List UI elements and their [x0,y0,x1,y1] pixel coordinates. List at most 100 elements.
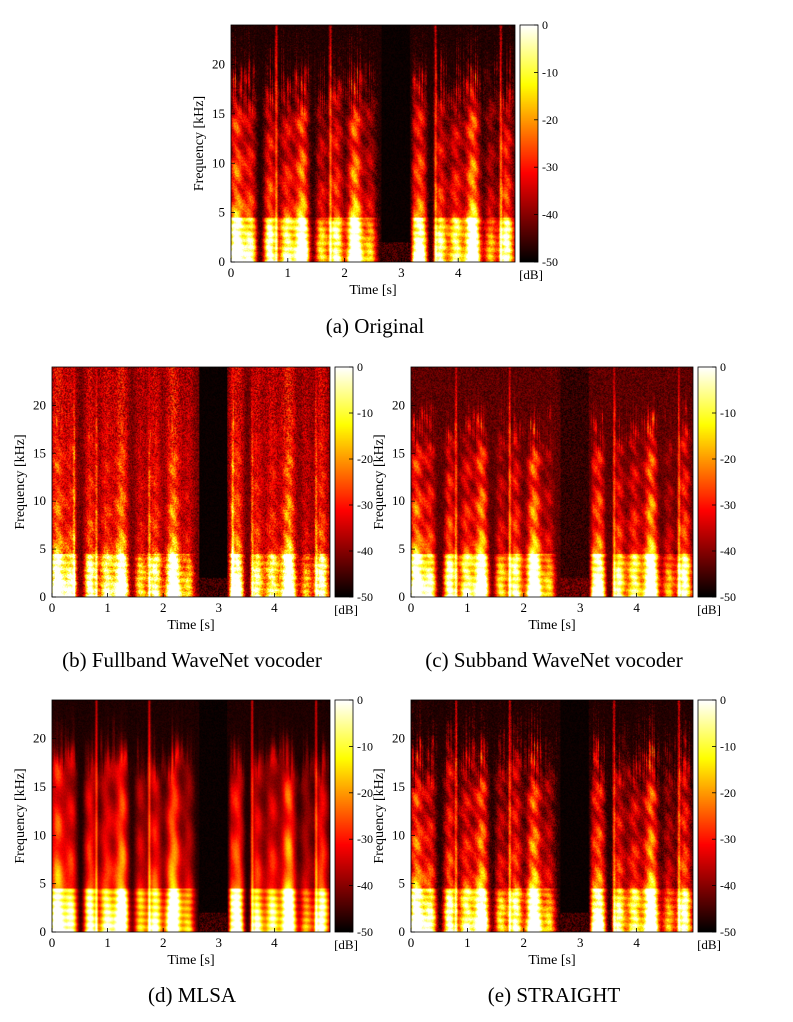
colorbar-frame [697,699,717,933]
x-tick-label: 0 [228,265,235,280]
x-tick-label: 1 [464,600,471,615]
colorbar-tick-label: -50 [357,590,373,604]
x-tick-label: 1 [104,600,111,615]
colorbar [335,700,353,932]
y-tick-label: 0 [399,924,406,939]
y-tick-label: 15 [212,106,225,121]
x-tick-label: 1 [464,935,471,950]
colorbar-tick-label: -10 [357,739,373,753]
colorbar-tick-label: -10 [357,406,373,420]
x-tick-label: 2 [521,935,528,950]
panel-caption: (a) Original [326,314,425,338]
y-axis-label: Frequency [kHz] [372,434,387,529]
y-tick-label: 20 [33,731,46,746]
x-tick-label: 2 [160,600,167,615]
colorbar-tick-label: 0 [357,360,363,374]
colorbar-tick-label: 0 [720,360,726,374]
spectrogram-panel-2: 0 1 2 3 4 0 5 10 15 20 Time [s] Frequency [kHz] 0 -10… [13,360,373,672]
panel-caption: (e) STRAIGHT [488,983,621,1007]
x-tick-label: 1 [285,265,292,280]
y-tick-label: 15 [33,779,46,794]
y-tick-label: 20 [33,397,46,412]
x-tick-label: 3 [216,600,223,615]
x-axis-label: Time [s] [528,618,575,633]
y-tick-label: 0 [399,589,406,604]
x-tick-label: 0 [49,935,56,950]
y-tick-label: 0 [40,924,47,939]
y-axis-label: Frequency [kHz] [13,768,28,863]
x-axis-label: Time [s] [167,618,214,633]
colorbar-frame [697,366,717,598]
colorbar-tick-label: -20 [357,786,373,800]
y-tick-label: 10 [212,155,225,170]
spectrogram-panel-3: 0 1 2 3 4 0 5 10 15 20 Time [s] Frequency [kHz] 0 -10… [372,360,736,672]
colorbar-tick-label: 0 [542,18,548,32]
plot-frame [410,366,694,598]
y-tick-label: 15 [392,779,405,794]
colorbar-tick-label: -30 [720,498,736,512]
plot-frame [51,699,331,933]
x-tick-label: 0 [49,600,56,615]
y-axis-label: Frequency [kHz] [192,96,207,191]
plot-frame [51,366,331,598]
colorbar-tick-label: -30 [357,832,373,846]
colorbar-frame [334,699,354,933]
y-tick-label: 20 [212,57,225,72]
colorbar-unit-label: [dB] [697,937,721,952]
colorbar-tick-label: -40 [720,879,736,893]
colorbar-frame [334,366,354,598]
colorbar-tick-label: -10 [720,739,736,753]
y-tick-label: 5 [219,205,226,220]
y-tick-label: 10 [33,827,46,842]
colorbar-tick-label: -40 [357,544,373,558]
colorbar-tick-label: -50 [542,255,558,269]
colorbar-tick-label: -40 [542,208,558,222]
y-tick-label: 15 [33,445,46,460]
x-axis-label: Time [s] [167,953,214,968]
colorbar-tick-label: -30 [357,498,373,512]
x-tick-label: 3 [577,600,584,615]
spectrogram-heatmap [411,700,693,932]
x-tick-label: 4 [633,600,640,615]
colorbar-tick-label: -50 [357,925,373,939]
y-tick-label: 5 [399,876,406,891]
colorbar-unit-label: [dB] [697,602,721,617]
x-tick-label: 4 [633,935,640,950]
spectrogram-panel-1: 0 1 2 3 4 0 5 10 15 20 Time [s] Frequency [kHz] 0 -10… [192,18,558,338]
y-tick-label: 5 [399,541,406,556]
colorbar-tick-label: 0 [720,693,726,707]
panel-caption: (b) Fullband WaveNet vocoder [62,648,322,672]
colorbar [520,25,538,262]
y-tick-label: 10 [392,493,405,508]
colorbar-unit-label: [dB] [334,937,358,952]
y-axis-label: Frequency [kHz] [372,768,387,863]
spectrogram-panel-4: 0 1 2 3 4 0 5 10 15 20 Time [s] Frequency [kHz] 0 -10… [13,693,373,1007]
colorbar-frame [519,24,539,263]
x-tick-label: 3 [216,935,223,950]
spectrogram-heatmap [52,700,330,932]
y-axis-label: Frequency [kHz] [13,434,28,529]
colorbar-tick-label: -30 [542,160,558,174]
colorbar [698,700,716,932]
x-tick-label: 3 [398,265,405,280]
x-tick-label: 1 [104,935,111,950]
colorbar-tick-label: 0 [357,693,363,707]
x-tick-label: 4 [455,265,462,280]
spectrogram-heatmap [231,25,515,262]
y-tick-label: 0 [40,589,47,604]
x-axis-label: Time [s] [528,953,575,968]
colorbar-unit-label: [dB] [334,602,358,617]
colorbar [335,367,353,597]
x-tick-label: 4 [271,600,278,615]
colorbar-tick-label: -40 [357,879,373,893]
plot-frame [410,699,694,933]
y-tick-label: 5 [40,541,47,556]
y-tick-label: 0 [219,254,226,269]
panel-caption: (d) MLSA [148,983,237,1007]
y-tick-label: 10 [392,827,405,842]
colorbar-tick-label: -30 [720,832,736,846]
x-tick-label: 3 [577,935,584,950]
colorbar-tick-label: -50 [720,925,736,939]
colorbar-unit-label: [dB] [519,267,543,282]
spectrogram-panel-5: 0 1 2 3 4 0 5 10 15 20 Time [s] Frequency [kHz] 0 -10… [372,693,736,1007]
